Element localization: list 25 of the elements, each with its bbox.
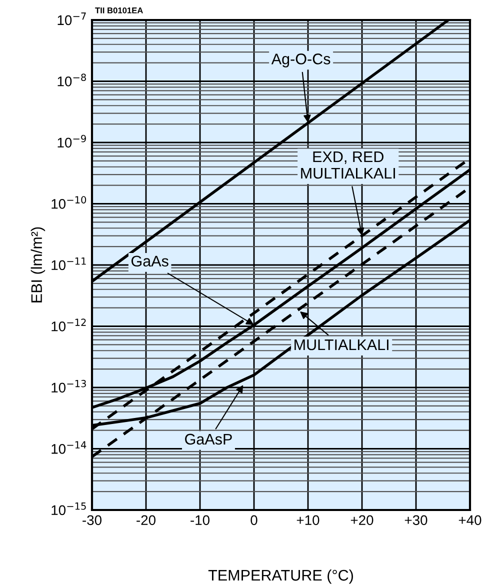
y-tick-label: 10$^{−8}$ [58,74,86,86]
y-tick-label: 10$^{−7}$ [58,12,86,26]
annotation: MULTIALKALI [294,340,388,350]
annotation: GaAs [132,256,168,267]
x-tick-label: +40 [458,515,482,526]
x-axis-title: TEMPERATURE (°C) [208,569,353,584]
x-tick-label: -10 [190,515,210,526]
x-tick-label: 0 [250,515,258,526]
y-tick-label: 10$^{−11}$ [52,258,86,270]
x-tick-label: -20 [136,515,156,526]
x-tick-label: +20 [350,515,374,526]
x-tick-label: +10 [296,515,320,526]
y-tick-label: 10$^{−13}$ [52,380,86,393]
y-axis-title: EBI (lm/m²) [30,227,46,302]
y-tick-label: 10$^{−15}$ [52,502,86,516]
y-tick-label: 10$^{−10}$ [52,196,86,209]
y-tick-label: 10$^{−12}$ [52,318,86,332]
x-tick-label: +30 [404,515,428,526]
y-tick-label: 10$^{−14}$ [52,441,86,454]
x-tick-label: -30 [82,515,102,526]
annotation: Ag-O-Cs [271,54,330,68]
y-tick-label: 10$^{−9}$ [58,134,86,148]
text: TII B0101EA [95,7,143,14]
annotation: EXD, RED MULTIALKALI [301,152,395,179]
annotation: GaAsP [185,434,232,445]
